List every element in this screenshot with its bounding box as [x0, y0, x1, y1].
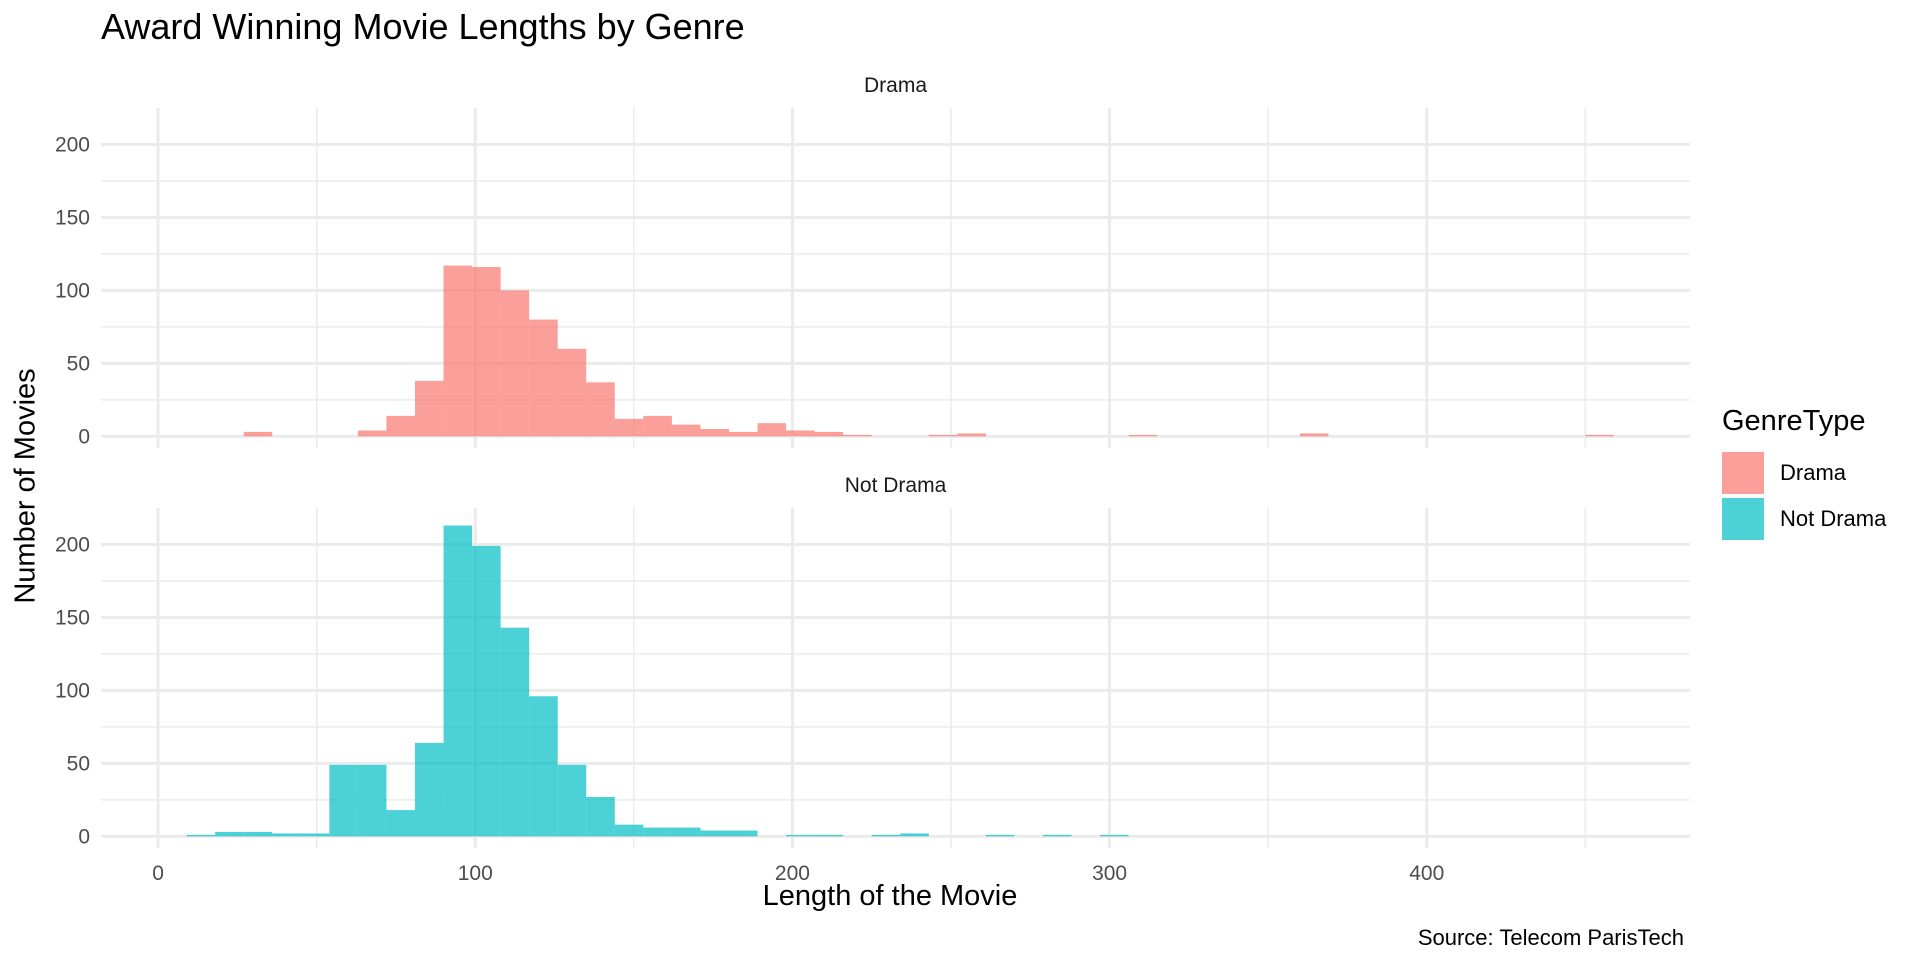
x-tick-label: 0 [152, 862, 164, 885]
histogram-bar-not-drama [871, 834, 901, 837]
y-tick-label: 100 [55, 279, 90, 302]
histogram-bar-not-drama [985, 834, 1015, 837]
histogram-bar-not-drama [700, 830, 729, 837]
histogram-bar-not-drama [643, 827, 672, 837]
histogram-bar-not-drama [243, 831, 273, 837]
histogram-bar-drama [786, 430, 815, 437]
histogram-bar-drama [586, 382, 615, 437]
histogram-bar-not-drama [443, 525, 473, 837]
histogram-bar-drama [928, 434, 958, 437]
legend-label-drama: Drama [1780, 460, 1847, 485]
x-tick-label: 100 [458, 862, 493, 885]
chart-title: Award Winning Movie Lengths by Genre [101, 6, 745, 47]
legend-label-not-drama: Not Drama [1780, 506, 1887, 531]
histogram-bar-not-drama [329, 764, 358, 837]
histogram-bar-drama [414, 380, 444, 437]
histogram-bar-not-drama [272, 833, 301, 837]
histogram-bar-not-drama [728, 830, 758, 837]
y-tick-label: 0 [78, 825, 90, 848]
histogram-bar-not-drama [900, 833, 929, 837]
legend-swatch-not-drama [1722, 498, 1764, 540]
histogram-bar-not-drama [614, 824, 644, 837]
histogram-bar-drama [700, 429, 729, 437]
histogram-bar-not-drama [586, 796, 615, 837]
y-tick-label: 150 [55, 206, 90, 229]
y-tick-label: 200 [55, 133, 90, 156]
histogram-bar-drama [443, 265, 473, 437]
y-tick-label: 50 [67, 352, 90, 375]
histogram-bar-drama [757, 423, 787, 437]
histogram-bar-not-drama [557, 764, 587, 837]
histogram-bar-drama [357, 430, 387, 437]
histogram-bar-drama [557, 348, 587, 437]
legend: GenreType Drama Not Drama [1722, 405, 1886, 542]
legend-title: GenreType [1722, 405, 1866, 437]
histogram-bar-not-drama [500, 627, 530, 837]
histogram-bar-not-drama [529, 696, 558, 837]
x-tick-label: 300 [1092, 862, 1127, 885]
histogram-bar-not-drama [671, 827, 701, 837]
histogram-bar-drama [472, 267, 501, 437]
histogram-bar-drama [243, 431, 273, 437]
histogram-bar-not-drama [786, 834, 815, 837]
histogram-bar-drama [728, 431, 758, 437]
y-tick-label: 100 [55, 679, 90, 702]
histogram-bar-drama [1128, 434, 1158, 437]
legend-item-not-drama: Not Drama [1722, 496, 1886, 542]
y-tick-label: 50 [67, 752, 90, 775]
y-tick-label: 150 [55, 606, 90, 629]
histogram-bar-drama [386, 415, 415, 437]
histogram-bar-not-drama [357, 764, 387, 837]
facet-label-drama: Drama [863, 74, 927, 97]
histogram-bar-drama [529, 319, 558, 437]
facet-label-not-drama: Not Drama [844, 474, 947, 497]
histogram-bar-not-drama [1100, 834, 1129, 837]
histogram-bar-drama [843, 434, 872, 437]
histogram-bar-not-drama [814, 834, 844, 837]
histogram-bar-drama [1299, 433, 1329, 437]
histogram-bar-drama [957, 433, 986, 437]
histogram-bar-drama [500, 290, 530, 437]
histogram-bar-not-drama [215, 831, 244, 837]
histogram-bar-not-drama [414, 742, 444, 837]
x-tick-label: 200 [775, 862, 810, 885]
histogram-bar-drama [614, 418, 644, 437]
y-axis-title: Number of Movies [9, 368, 42, 604]
y-tick-label: 0 [78, 425, 90, 448]
histogram-bar-not-drama [300, 833, 330, 837]
x-axis-title: Length of the Movie [762, 880, 1018, 912]
histogram-bar-drama [814, 431, 844, 437]
histogram-bar-not-drama [472, 545, 501, 837]
histogram-bar-not-drama [1042, 834, 1072, 837]
y-tick-label: 200 [55, 533, 90, 556]
histogram-bar-drama [643, 415, 672, 437]
legend-swatch-drama [1722, 452, 1764, 494]
source-caption: Source: Telecom ParisTech [1417, 925, 1684, 950]
histogram-bar-not-drama [186, 834, 216, 837]
histogram-bar-drama [671, 424, 701, 437]
histogram-bar-not-drama [386, 810, 415, 837]
x-tick-label: 400 [1409, 862, 1444, 885]
legend-item-drama: Drama [1722, 450, 1886, 496]
histogram-bar-drama [1585, 434, 1614, 437]
